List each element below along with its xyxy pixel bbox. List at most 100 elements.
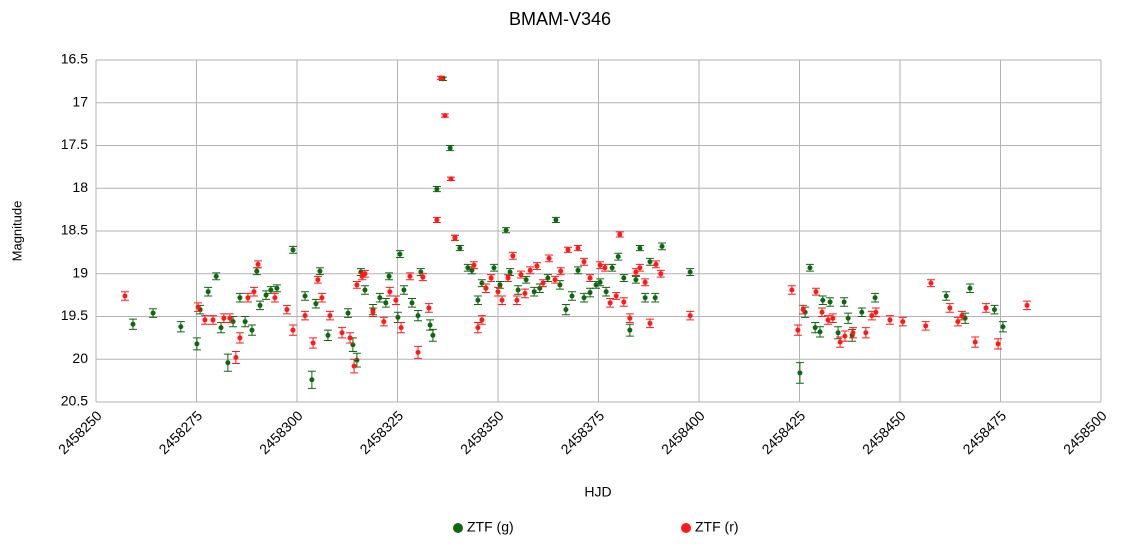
data-point [495,289,501,295]
data-point [642,279,648,285]
data-point [409,300,415,306]
data-point [991,307,997,313]
data-point [457,245,463,251]
data-point [383,300,389,306]
data-point [514,297,520,303]
data-point [319,295,325,301]
data-point [202,317,208,323]
data-point [587,275,593,281]
data-point [497,282,503,288]
data-point [362,287,368,293]
data-point [841,299,847,305]
data-point [442,113,448,119]
data-point [362,271,368,277]
x-tick-label: 2458275 [155,407,205,457]
data-point [274,285,280,291]
legend-label: ZTF (g) [467,519,514,535]
data-point [515,287,521,293]
data-point [242,319,248,325]
data-point [205,289,211,295]
data-point [658,271,664,277]
data-point [581,259,587,265]
chart-title: BMAM-V346 [509,9,611,29]
data-point [122,293,128,299]
data-point [522,290,528,296]
x-tick-label: 2458250 [55,407,105,457]
data-point [581,295,587,301]
data-point [434,186,440,192]
data-point [789,287,795,293]
data-point [313,301,319,307]
data-point [819,309,825,315]
data-point [621,275,627,281]
data-point [397,251,403,257]
data-point [812,325,818,331]
data-point [887,317,893,323]
data-point [395,314,401,320]
data-point [621,299,627,305]
x-tick-label: 2458375 [557,407,607,457]
data-point [845,315,851,321]
data-point [302,293,308,299]
data-point [210,317,216,323]
data-point [872,295,878,301]
data-point [558,268,564,274]
data-point [317,268,323,274]
data-point [345,310,351,316]
data-point [354,282,360,288]
data-point [835,330,841,336]
data-point [923,323,929,329]
data-point [546,255,552,261]
data-point [507,269,513,275]
data-point [268,287,274,293]
x-axis-label: HJD [584,484,611,500]
x-tick-label: 2458400 [658,407,708,457]
data-point [415,313,421,319]
legend-marker [453,523,463,533]
data-point [575,267,581,273]
data-point [959,313,965,319]
data-point [603,289,609,295]
data-point [613,293,619,299]
data-point [813,289,819,295]
data-point [448,176,454,182]
y-axis-label: Magnitude [9,201,24,262]
data-point [609,265,615,271]
y-tick-label: 17 [72,93,88,109]
data-point [615,254,621,260]
data-point [237,335,243,341]
data-point [290,327,296,333]
data-point [830,315,836,321]
data-point [820,297,826,303]
data-point [647,259,653,265]
data-point [471,262,477,268]
data-point [225,360,231,366]
data-point [863,330,869,336]
data-point [420,274,426,280]
x-tick-label: 2458325 [356,407,406,457]
data-point [407,273,413,279]
data-point [587,290,593,296]
data-point [540,280,546,286]
data-point [859,309,865,315]
data-point [642,295,648,301]
data-point [687,269,693,275]
legend-marker [681,523,691,533]
data-point [534,263,540,269]
data-point [339,330,345,336]
data-point [617,231,623,237]
data-point [527,267,533,273]
data-point [797,370,803,376]
data-point [569,293,575,299]
data-point [284,307,290,313]
data-point [637,245,643,251]
data-point [347,335,353,341]
data-point [553,217,559,223]
data-point [503,227,509,233]
data-point [837,339,843,345]
data-point [869,313,875,319]
data-point [633,269,639,275]
data-point [475,325,481,331]
data-point [627,315,633,321]
data-point [310,340,316,346]
